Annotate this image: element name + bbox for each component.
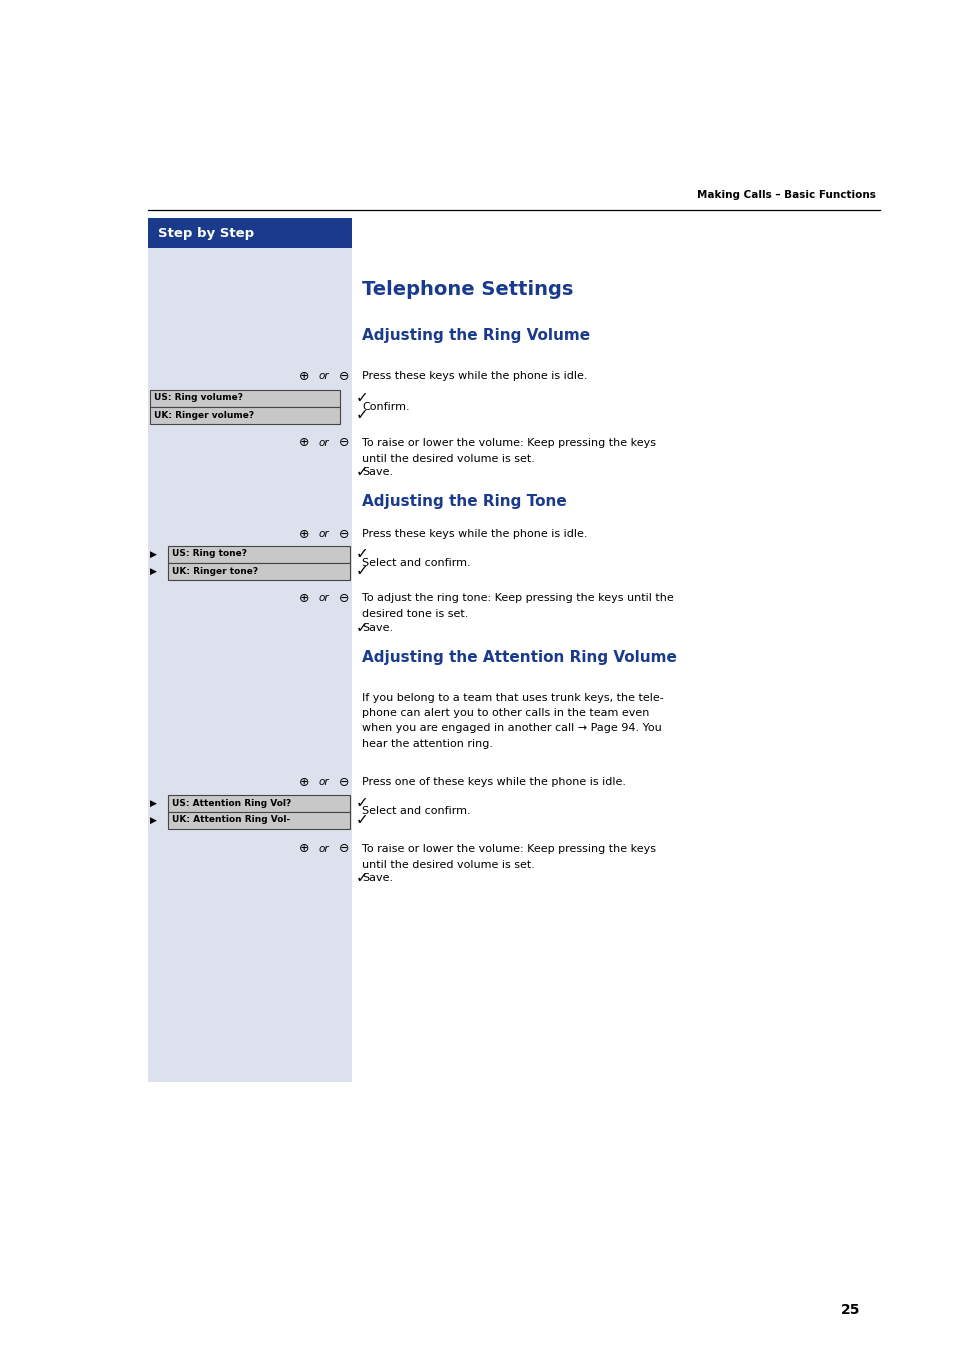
Text: US: Attention Ring Vol?: US: Attention Ring Vol? [172, 798, 291, 808]
Text: ⊕: ⊕ [298, 436, 309, 450]
Text: Select and confirm.: Select and confirm. [361, 558, 470, 567]
Text: To adjust the ring tone: Keep pressing the keys until the: To adjust the ring tone: Keep pressing t… [361, 593, 673, 603]
Text: ⊖: ⊖ [338, 592, 349, 604]
FancyBboxPatch shape [148, 249, 352, 1082]
Text: Save.: Save. [361, 467, 393, 477]
Text: or: or [318, 777, 329, 788]
Text: UK: Ringer tone?: UK: Ringer tone? [172, 566, 258, 576]
Text: ✓: ✓ [355, 796, 368, 811]
Text: Press these keys while the phone is idle.: Press these keys while the phone is idle… [361, 372, 587, 381]
Text: ▶: ▶ [150, 566, 156, 576]
Text: ⊕: ⊕ [298, 592, 309, 604]
Text: To raise or lower the volume: Keep pressing the keys: To raise or lower the volume: Keep press… [361, 438, 656, 449]
Text: US: Ring tone?: US: Ring tone? [172, 550, 247, 558]
Text: Save.: Save. [361, 623, 393, 634]
FancyBboxPatch shape [148, 218, 352, 249]
Text: ▶: ▶ [150, 816, 156, 824]
Text: ✓: ✓ [355, 870, 368, 885]
Text: or: or [318, 530, 329, 539]
Text: If you belong to a team that uses trunk keys, the tele-
phone can alert you to o: If you belong to a team that uses trunk … [361, 693, 663, 748]
Text: Press one of these keys while the phone is idle.: Press one of these keys while the phone … [361, 777, 625, 788]
Text: until the desired volume is set.: until the desired volume is set. [361, 454, 535, 463]
Text: Making Calls – Basic Functions: Making Calls – Basic Functions [697, 190, 875, 200]
Text: ⊕: ⊕ [298, 775, 309, 789]
Text: ▶: ▶ [150, 798, 156, 808]
Text: Confirm.: Confirm. [361, 401, 409, 412]
Text: ⊕: ⊕ [298, 843, 309, 855]
Text: Telephone Settings: Telephone Settings [361, 280, 573, 299]
Text: until the desired volume is set.: until the desired volume is set. [361, 861, 535, 870]
Text: ⊕: ⊕ [298, 370, 309, 382]
Text: or: or [318, 593, 329, 603]
Text: UK: Attention Ring Vol-: UK: Attention Ring Vol- [172, 816, 290, 824]
Text: Adjusting the Ring Tone: Adjusting the Ring Tone [361, 494, 566, 509]
FancyBboxPatch shape [168, 812, 350, 828]
Text: ⊖: ⊖ [338, 843, 349, 855]
Text: ▶: ▶ [150, 550, 156, 558]
Text: 25: 25 [840, 1302, 859, 1317]
FancyBboxPatch shape [168, 546, 350, 562]
Text: ✓: ✓ [355, 465, 368, 480]
Text: or: or [318, 372, 329, 381]
Text: ⊖: ⊖ [338, 436, 349, 450]
Text: ✓: ✓ [355, 812, 368, 828]
Text: UK: Ringer volume?: UK: Ringer volume? [153, 411, 253, 420]
Text: Adjusting the Ring Volume: Adjusting the Ring Volume [361, 328, 590, 343]
FancyBboxPatch shape [168, 562, 350, 580]
FancyBboxPatch shape [150, 389, 339, 407]
Text: Select and confirm.: Select and confirm. [361, 807, 470, 816]
Text: To raise or lower the volume: Keep pressing the keys: To raise or lower the volume: Keep press… [361, 844, 656, 854]
Text: ⊕: ⊕ [298, 527, 309, 540]
Text: ✓: ✓ [355, 547, 368, 562]
Text: desired tone is set.: desired tone is set. [361, 609, 468, 619]
Text: or: or [318, 844, 329, 854]
Text: US: Ring volume?: US: Ring volume? [153, 393, 243, 403]
FancyBboxPatch shape [150, 407, 339, 423]
Text: ✓: ✓ [355, 620, 368, 635]
Text: ⊖: ⊖ [338, 527, 349, 540]
Text: Save.: Save. [361, 873, 393, 884]
FancyBboxPatch shape [168, 794, 350, 812]
Text: ✓: ✓ [355, 390, 368, 405]
Text: Press these keys while the phone is idle.: Press these keys while the phone is idle… [361, 530, 587, 539]
Text: ✓: ✓ [355, 563, 368, 578]
Text: Adjusting the Attention Ring Volume: Adjusting the Attention Ring Volume [361, 650, 677, 665]
Text: Step by Step: Step by Step [158, 227, 253, 239]
Text: or: or [318, 438, 329, 449]
Text: ⊖: ⊖ [338, 370, 349, 382]
Text: ✓: ✓ [355, 408, 368, 423]
Text: ⊖: ⊖ [338, 775, 349, 789]
